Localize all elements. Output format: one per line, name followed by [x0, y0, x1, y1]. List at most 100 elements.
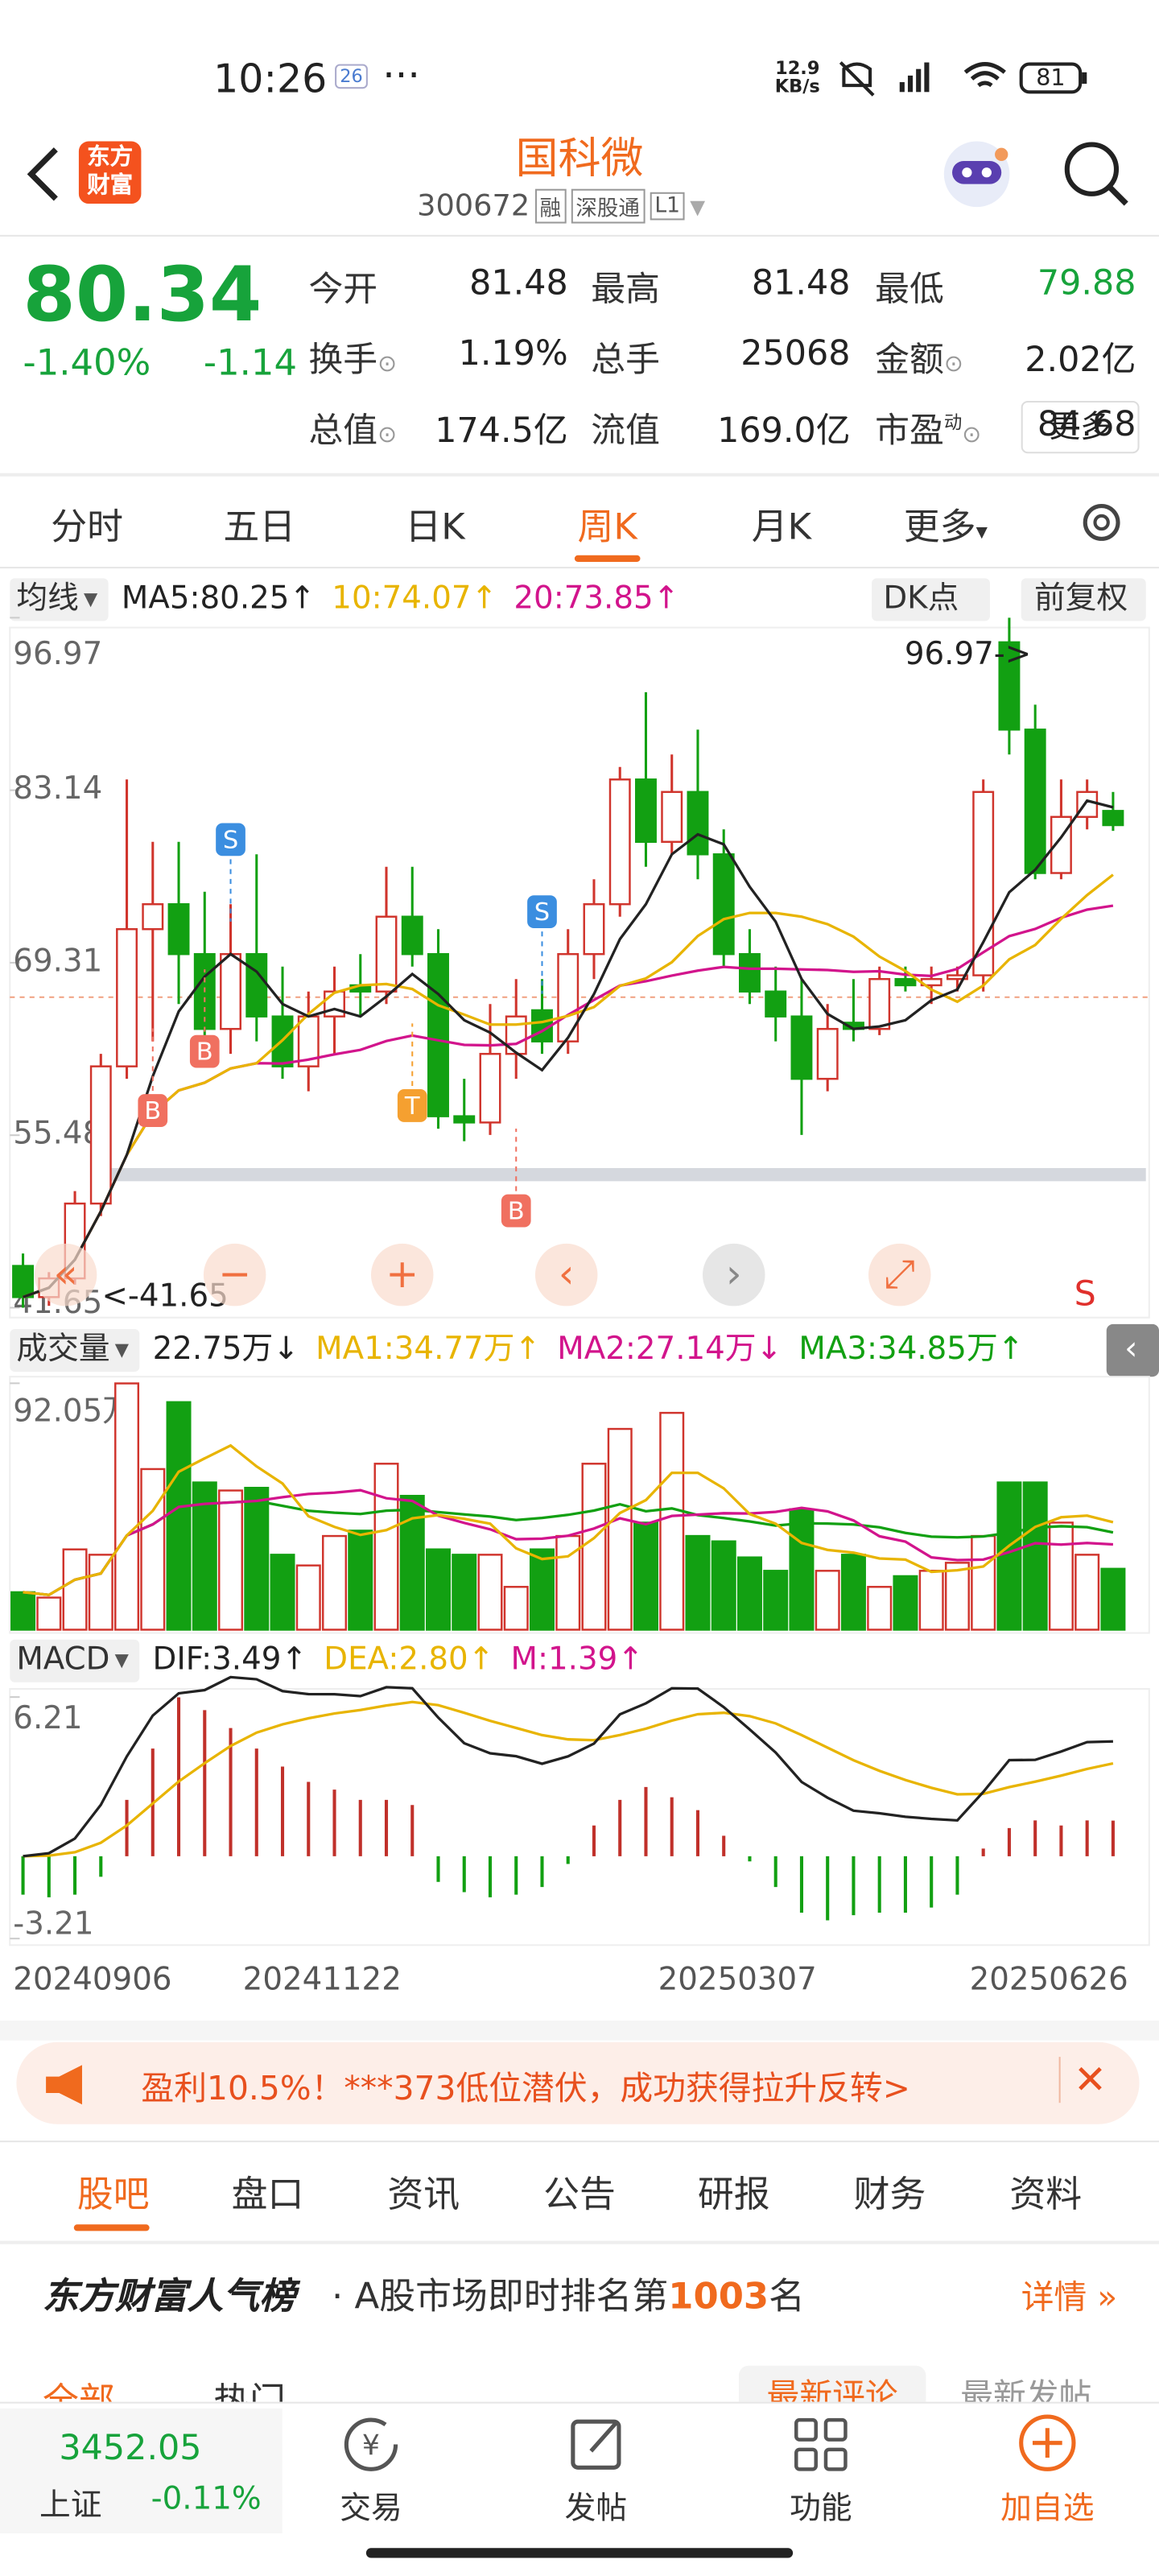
index-widget[interactable]: [0, 2408, 283, 2533]
nav-label[interactable]: 发帖: [564, 2490, 628, 2527]
info-icon[interactable]: ⊙: [377, 422, 398, 449]
volume-bar: [218, 1489, 244, 1631]
robot-avatar[interactable]: [936, 134, 1018, 217]
trade-icon[interactable]: ¥: [338, 2412, 404, 2478]
candle-body: [765, 990, 787, 1018]
info-icon[interactable]: ⊙: [377, 351, 398, 378]
adjust-label: 前复权: [1034, 580, 1128, 616]
info-icon[interactable]: ⊙: [943, 351, 963, 378]
volume-bar: [685, 1534, 711, 1631]
ad-close[interactable]: ✕: [1058, 2057, 1107, 2103]
volume-bar: [840, 1554, 866, 1631]
divider: [0, 2240, 1159, 2244]
chart-control[interactable]: [702, 1243, 765, 1307]
nav-label[interactable]: 功能: [790, 2490, 852, 2527]
volume-bar: [270, 1554, 295, 1631]
volume-bar: [893, 1575, 918, 1631]
hot-text: · A股市场即时排名第1003名: [332, 2267, 805, 2319]
status-dots: ···: [382, 52, 420, 99]
period-tab[interactable]: 月K: [751, 507, 812, 549]
volume-bar: [607, 1427, 633, 1631]
dk-button: [872, 578, 990, 621]
section-tab[interactable]: 盘口: [231, 2175, 304, 2217]
candle-body: [894, 977, 917, 987]
section-tab[interactable]: 公告: [543, 2175, 616, 2217]
back-arrow[interactable]: [27, 147, 58, 201]
settings-button[interactable]: [1075, 496, 1128, 548]
volume-bar: [529, 1548, 555, 1631]
signal-bar: [899, 82, 905, 93]
period-tab[interactable]: 分时: [51, 507, 123, 549]
divider: [0, 567, 1159, 569]
field-label: 最高: [591, 269, 660, 309]
signal-label: S: [223, 826, 238, 854]
section-tab[interactable]: 研报: [697, 2175, 770, 2217]
period-tab[interactable]: 周K: [577, 507, 637, 549]
y-tick-label: 83.14: [13, 770, 102, 807]
dif-line: [23, 1675, 1113, 1858]
y-tick-label: -3.21: [13, 1905, 93, 1942]
status-badge: 26: [335, 64, 368, 89]
ad-banner[interactable]: [16, 2041, 1140, 2124]
chart-control-icon: ‹: [559, 1251, 575, 1297]
chart-control[interactable]: [534, 1243, 598, 1307]
ad-text[interactable]: 盈利10.5%！***373低位潜伏，成功获得拉升反转>: [141, 2068, 910, 2108]
period-tab[interactable]: 五日: [223, 507, 296, 549]
nav-label[interactable]: 加自选: [1000, 2490, 1095, 2527]
volume-bar: [62, 1548, 88, 1631]
search-button[interactable]: [1061, 138, 1133, 210]
divider: [0, 2140, 1159, 2143]
side-toggle-icon: ‹: [1124, 1329, 1137, 1368]
candle-body: [1024, 729, 1046, 874]
more-button[interactable]: 更多: [1021, 400, 1140, 454]
function-icon[interactable]: [788, 2412, 854, 2478]
back-button[interactable]: [19, 145, 68, 204]
indicator-label: 22.75万↓: [153, 1331, 299, 1367]
index-value[interactable]: 3452.05: [59, 2428, 202, 2468]
index-name[interactable]: 上证: [39, 2487, 102, 2524]
volume-bar: [295, 1564, 321, 1631]
post-icon[interactable]: [565, 2412, 631, 2478]
index-change[interactable]: -0.11%: [151, 2480, 262, 2517]
add-watch-icon[interactable]: [1013, 2409, 1082, 2478]
field-label: 金额⊙: [875, 340, 963, 380]
chart-control-icon: ›: [726, 1251, 742, 1297]
chart-control[interactable]: [34, 1243, 97, 1307]
section-tab[interactable]: 资讯: [387, 2175, 460, 2217]
battery-icon: [1019, 62, 1083, 94]
section-tab[interactable]: 股吧: [76, 2175, 150, 2217]
logo-text: 财富: [87, 172, 134, 199]
candle-body: [661, 791, 683, 843]
dropdown-arrow[interactable]: ▼: [690, 194, 706, 218]
dropdown-arrow: ▼: [115, 1340, 130, 1360]
net-speed-unit: KB/s: [774, 75, 820, 97]
chart-control[interactable]: [370, 1243, 434, 1307]
chart-control-icon: «: [54, 1251, 78, 1297]
app-logo: 东方 财富: [78, 141, 142, 204]
hot-suffix: 名: [769, 2277, 806, 2318]
indicator-label: 20:73.85↑: [514, 580, 679, 616]
signal-badge: [216, 823, 245, 857]
info-icon[interactable]: ⊙: [962, 422, 982, 449]
hot-detail-text[interactable]: 详情: [1021, 2277, 1087, 2317]
selector-box: [10, 578, 109, 621]
signal-badge: [397, 1089, 427, 1122]
period-tab[interactable]: 日K: [405, 507, 465, 549]
section-tab[interactable]: 财务: [853, 2175, 926, 2217]
volume-bar: [348, 1530, 373, 1631]
field-label: 总值⊙: [308, 411, 398, 451]
nav-label[interactable]: 交易: [340, 2490, 402, 2527]
signal-bar: [924, 62, 930, 93]
dropdown-arrow[interactable]: ▾: [975, 518, 988, 546]
period-tab[interactable]: 更多▾: [903, 507, 988, 549]
chart-control[interactable]: [203, 1243, 266, 1307]
hot-detail[interactable]: 详情 »: [1021, 2277, 1118, 2317]
section-tab[interactable]: 资料: [1009, 2175, 1083, 2217]
indicator-label: MA3:34.85万↑: [798, 1331, 1024, 1367]
chart-control[interactable]: [868, 1243, 931, 1307]
field-label: 换手⊙: [308, 340, 398, 380]
signal-label: S: [534, 898, 550, 927]
side-toggle: [1106, 1323, 1159, 1377]
hot-brand: 东方财富人气榜: [43, 2277, 296, 2318]
